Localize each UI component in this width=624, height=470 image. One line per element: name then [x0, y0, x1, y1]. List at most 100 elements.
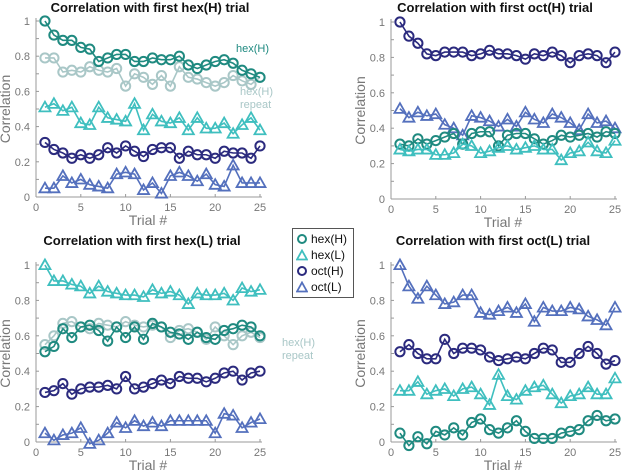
data-point	[439, 429, 451, 441]
data-point	[491, 367, 506, 380]
data-point	[245, 321, 257, 333]
data-point	[410, 104, 425, 118]
series-line	[399, 264, 616, 327]
data-point	[91, 432, 106, 446]
data-point	[75, 149, 87, 161]
data-point	[145, 106, 160, 120]
data-point	[428, 106, 443, 120]
data-point	[182, 323, 194, 335]
data-point	[573, 347, 585, 360]
series-annotation: hex(H)	[240, 86, 273, 98]
data-point	[227, 323, 239, 335]
data-point	[455, 381, 470, 394]
data-point	[430, 425, 442, 437]
data-point	[181, 296, 196, 309]
data-point	[473, 305, 488, 318]
triangle-marker-icon	[296, 281, 308, 293]
data-point	[528, 133, 540, 145]
data-point	[191, 372, 203, 384]
x-axis-label: Trial #	[484, 457, 523, 470]
series-annotation: repeat	[282, 350, 313, 362]
data-point	[581, 106, 596, 120]
x-tick-label: 0	[33, 202, 39, 214]
data-point	[236, 64, 248, 76]
data-point	[483, 126, 496, 138]
data-point	[536, 115, 551, 128]
data-point	[491, 303, 506, 317]
y-tick-label: 0.8	[15, 51, 30, 63]
data-point	[439, 131, 451, 143]
data-point	[146, 317, 159, 330]
circle-marker-icon	[297, 234, 307, 244]
legend-label: hex(H)	[311, 232, 348, 246]
series-hexH	[394, 409, 621, 452]
data-point	[572, 301, 587, 315]
data-point	[455, 287, 470, 301]
x-tick-label: 10	[474, 447, 486, 459]
series-octL	[37, 158, 268, 199]
data-point	[209, 80, 221, 92]
data-point	[84, 152, 96, 164]
data-point	[217, 179, 232, 192]
series-octH	[39, 136, 266, 164]
data-point	[590, 312, 605, 325]
data-point	[199, 413, 214, 426]
y-tick-label: 0.8	[370, 295, 385, 307]
data-point	[598, 386, 614, 400]
data-point	[66, 331, 78, 344]
panel-hex-h: Correlation with first hex(H) trial 0 0.2 0…	[0, 0, 273, 228]
data-point	[64, 99, 79, 113]
data-point	[82, 117, 97, 130]
data-point	[37, 425, 53, 439]
data-point	[545, 142, 560, 155]
data-point	[91, 278, 106, 292]
data-point	[163, 168, 178, 181]
data-point	[48, 52, 60, 64]
data-point	[412, 431, 424, 443]
data-point	[102, 52, 114, 64]
data-point	[227, 339, 239, 351]
data-point	[392, 142, 408, 155]
series-line	[44, 57, 261, 88]
x-tick-label: 15	[519, 447, 531, 459]
y-tick-label: 1	[379, 17, 385, 29]
data-point	[172, 413, 187, 426]
data-point	[466, 416, 478, 429]
data-point	[518, 296, 533, 309]
data-point	[182, 145, 194, 157]
data-point	[483, 424, 496, 436]
legend-item: hex(H)	[296, 231, 350, 247]
data-point	[111, 62, 123, 75]
data-point	[48, 143, 60, 156]
data-point	[473, 386, 488, 400]
data-point	[100, 425, 115, 439]
data-point	[500, 112, 515, 125]
series-line	[44, 101, 261, 135]
data-point	[226, 126, 241, 139]
y-axis-label: Correlation	[0, 319, 13, 387]
data-point	[600, 358, 612, 370]
data-point	[136, 289, 151, 302]
data-point	[208, 425, 223, 439]
y-tick-label: 0.2	[15, 157, 30, 169]
data-point	[155, 374, 168, 386]
x-tick-label: 20	[209, 202, 221, 214]
data-point	[528, 347, 540, 360]
data-point	[118, 420, 133, 433]
data-point	[482, 307, 497, 320]
data-point	[545, 106, 560, 120]
data-point	[252, 411, 268, 425]
y-axis-label: Correlation	[352, 319, 368, 387]
data-point	[190, 413, 205, 426]
data-point	[591, 131, 603, 143]
data-point	[217, 406, 232, 419]
data-point	[46, 96, 61, 109]
data-point	[455, 136, 470, 150]
data-point	[609, 413, 621, 425]
data-point	[509, 305, 524, 318]
data-point	[536, 378, 551, 391]
data-point	[191, 326, 203, 338]
series-octL	[392, 257, 623, 331]
data-point	[145, 282, 160, 295]
y-tick-label: 0.4	[15, 122, 30, 134]
